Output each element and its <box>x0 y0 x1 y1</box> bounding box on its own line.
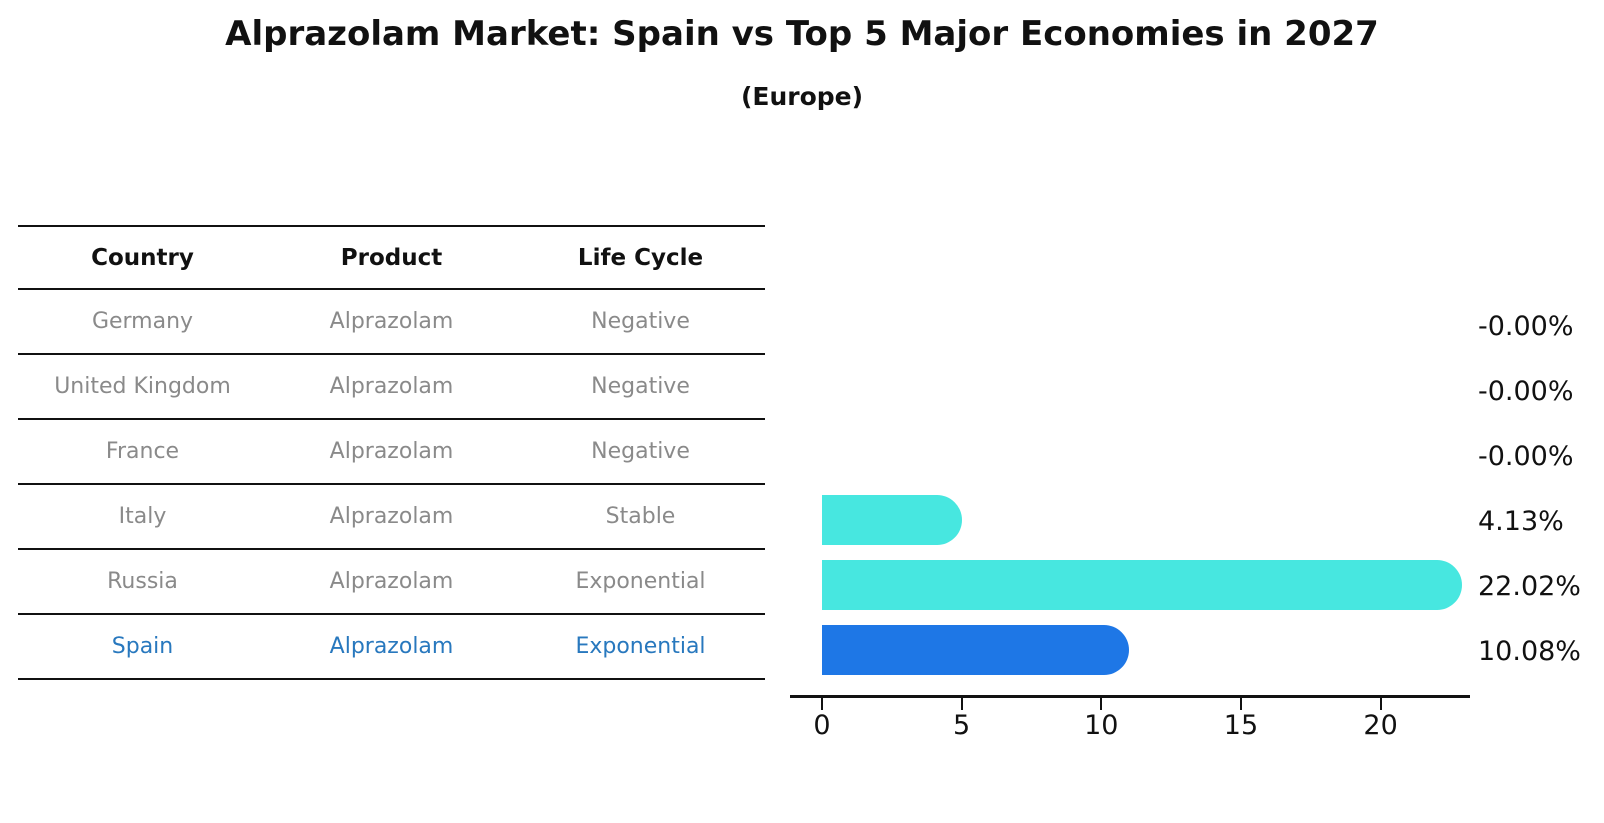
chart-title: Alprazolam Market: Spain vs Top 5 Major … <box>225 14 1379 54</box>
value-label: 4.13% <box>1478 506 1564 537</box>
bar-russia <box>822 560 1463 610</box>
value-label: 10.08% <box>1478 636 1581 667</box>
x-axis-tick <box>1239 698 1242 710</box>
cell-life-cycle: Negative <box>591 374 690 399</box>
value-label: -0.00% <box>1478 376 1574 407</box>
cell-country: France <box>105 439 180 464</box>
cell-life-cycle: Exponential <box>575 569 706 594</box>
value-label: -0.00% <box>1478 311 1574 342</box>
x-axis-tick-label: 0 <box>813 710 831 741</box>
column-header-country: Country <box>91 244 194 271</box>
x-axis-tick-label: 15 <box>1223 710 1259 741</box>
cell-country: Russia <box>107 569 178 594</box>
cell-product: Alprazolam <box>329 439 454 464</box>
cell-product: Alprazolam <box>329 634 454 659</box>
cell-country: United Kingdom <box>54 374 231 399</box>
x-axis-tick-label: 5 <box>953 710 971 741</box>
chart-subtitle: (Europe) <box>740 82 864 111</box>
table-body: Germany Alprazolam Negative United Kingd… <box>18 290 765 680</box>
table-row-france: France Alprazolam Negative <box>18 420 765 485</box>
cell-product: Alprazolam <box>329 309 454 334</box>
column-header-product: Product <box>340 244 443 271</box>
cell-product: Alprazolam <box>329 374 454 399</box>
value-label: -0.00% <box>1478 441 1574 472</box>
cell-country: Germany <box>91 309 194 334</box>
cell-product: Alprazolam <box>329 569 454 594</box>
cell-country: Italy <box>118 504 167 529</box>
table-row-germany: Germany Alprazolam Negative <box>18 290 765 355</box>
comparison-table: Country Product Life Cycle Germany Alpra… <box>18 225 765 680</box>
cell-life-cycle: Stable <box>605 504 676 529</box>
x-axis-tick <box>821 698 823 710</box>
x-axis-tick <box>960 698 963 710</box>
cell-product: Alprazolam <box>329 504 454 529</box>
x-axis-tick-label: 20 <box>1363 710 1398 741</box>
table-row-italy: Italy Alprazolam Stable <box>18 485 765 550</box>
cell-life-cycle: Negative <box>591 309 690 334</box>
bar-spain <box>822 625 1129 675</box>
cell-country: Spain <box>111 634 174 659</box>
table-row-russia: Russia Alprazolam Exponential <box>18 550 765 615</box>
x-axis-tick <box>1100 698 1103 710</box>
table-header-row: Country Product Life Cycle <box>18 227 765 290</box>
table-row-spain: Spain Alprazolam Exponential <box>18 615 765 680</box>
x-axis-tick <box>1379 698 1382 710</box>
table-row-united-kingdom: United Kingdom Alprazolam Negative <box>18 355 765 420</box>
x-axis-tick-label: 10 <box>1084 710 1119 741</box>
column-header-life-cycle: Life Cycle <box>577 244 704 271</box>
cell-life-cycle: Exponential <box>575 634 706 659</box>
bar-italy <box>822 495 963 545</box>
value-label: 22.02% <box>1478 571 1581 602</box>
cell-life-cycle: Negative <box>591 439 690 464</box>
x-axis-line <box>790 695 1470 698</box>
